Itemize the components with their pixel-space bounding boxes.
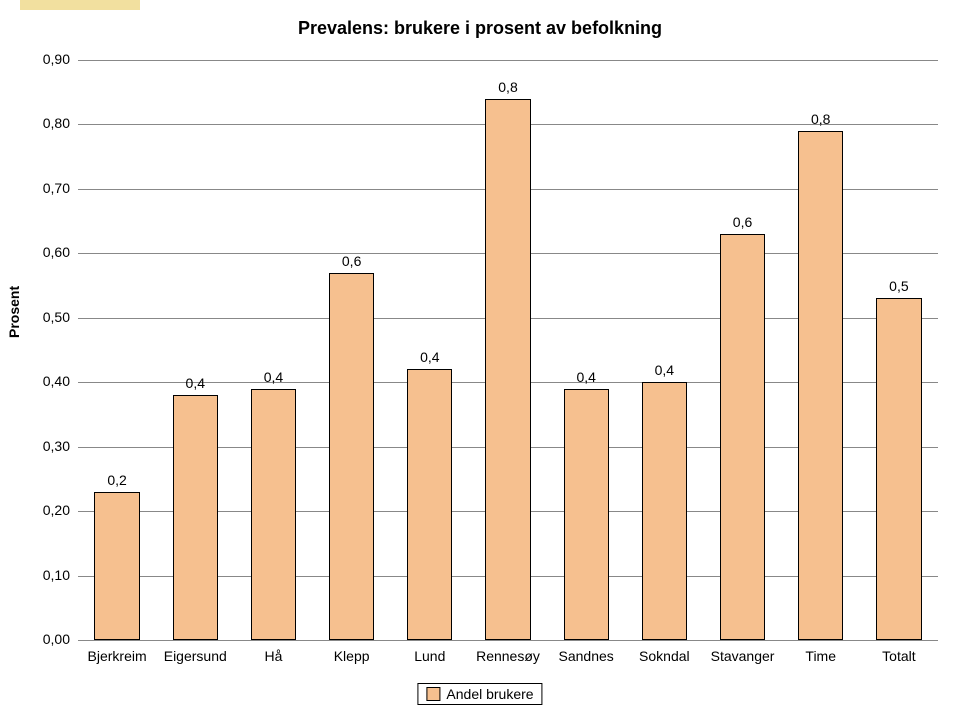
bar xyxy=(485,99,530,640)
bar-value-label: 0,6 xyxy=(332,253,372,269)
y-tick-label: 0,90 xyxy=(28,51,70,67)
bar-value-label: 0,6 xyxy=(723,214,763,230)
gridline xyxy=(78,60,938,61)
y-tick-label: 0,50 xyxy=(28,309,70,325)
y-axis-label: Prosent xyxy=(6,286,22,338)
y-tick-label: 0,60 xyxy=(28,244,70,260)
chart-container: Prevalens: brukere i prosent av befolkni… xyxy=(0,0,960,713)
legend-swatch-icon xyxy=(426,687,440,701)
legend: Andel brukere xyxy=(417,683,542,705)
x-tick-label: Totalt xyxy=(860,648,938,664)
bar-value-label: 0,4 xyxy=(566,369,606,385)
plot-area: 0,000,100,200,300,400,500,600,700,800,90… xyxy=(78,60,938,640)
x-tick-label: Bjerkreim xyxy=(78,648,156,664)
x-tick-label: Stavanger xyxy=(703,648,781,664)
x-tick-label: Rennesøy xyxy=(469,648,547,664)
bar-value-label: 0,4 xyxy=(175,375,215,391)
x-tick-label: Eigersund xyxy=(156,648,234,664)
bar xyxy=(798,131,843,640)
x-tick-label: Sandnes xyxy=(547,648,625,664)
legend-label: Andel brukere xyxy=(446,686,533,702)
x-tick-label: Time xyxy=(782,648,860,664)
bar xyxy=(94,492,139,640)
y-tick-label: 0,00 xyxy=(28,631,70,647)
y-tick-label: 0,70 xyxy=(28,180,70,196)
y-tick-label: 0,80 xyxy=(28,115,70,131)
bar xyxy=(407,369,452,640)
x-tick-label: Lund xyxy=(391,648,469,664)
y-tick-label: 0,20 xyxy=(28,502,70,518)
header-tab xyxy=(20,0,140,10)
x-tick-label: Sokndal xyxy=(625,648,703,664)
chart-title: Prevalens: brukere i prosent av befolkni… xyxy=(0,18,960,39)
y-tick-label: 0,10 xyxy=(28,567,70,583)
bar-value-label: 0,4 xyxy=(410,349,450,365)
bar-value-label: 0,4 xyxy=(644,362,684,378)
bar-value-label: 0,8 xyxy=(488,79,528,95)
bar xyxy=(720,234,765,640)
bar-value-label: 0,4 xyxy=(253,369,293,385)
bar xyxy=(329,273,374,640)
y-tick-label: 0,30 xyxy=(28,438,70,454)
bar xyxy=(642,382,687,640)
y-tick-label: 0,40 xyxy=(28,373,70,389)
bar-value-label: 0,2 xyxy=(97,472,137,488)
bar-value-label: 0,8 xyxy=(801,111,841,127)
x-tick-label: Hå xyxy=(234,648,312,664)
x-tick-label: Klepp xyxy=(313,648,391,664)
bar xyxy=(251,389,296,640)
bar xyxy=(173,395,218,640)
bar xyxy=(876,298,921,640)
bar-value-label: 0,5 xyxy=(879,278,919,294)
bar xyxy=(564,389,609,640)
gridline xyxy=(78,640,938,641)
